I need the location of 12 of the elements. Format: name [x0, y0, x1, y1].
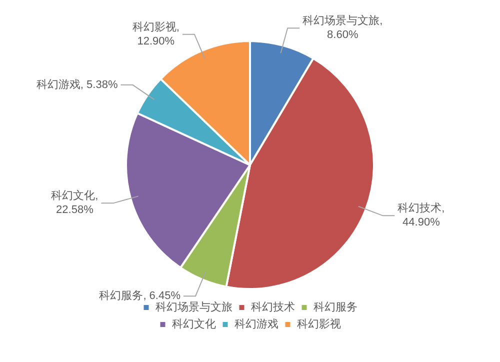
- data-label: 科幻服务, 6.45%: [99, 290, 181, 302]
- data-label: 科幻游戏, 5.38%: [36, 78, 118, 91]
- legend-label: 科幻场景与文旅: [155, 300, 232, 314]
- legend-label: 科幻技术: [250, 300, 295, 314]
- data-label: 科幻影视, 12.90%: [132, 20, 180, 48]
- legend-label: 科幻游戏: [234, 318, 278, 331]
- data-label: 科幻技术, 44.90%: [398, 202, 445, 229]
- data-label: 科幻场景与文旅, 8.60%: [302, 14, 383, 42]
- data-label: 科幻文化, 22.58%: [51, 189, 98, 216]
- legend-label: 科幻文化: [172, 318, 216, 331]
- legend-label: 科幻服务: [313, 302, 358, 314]
- legend-label: 科幻影视: [296, 318, 341, 331]
